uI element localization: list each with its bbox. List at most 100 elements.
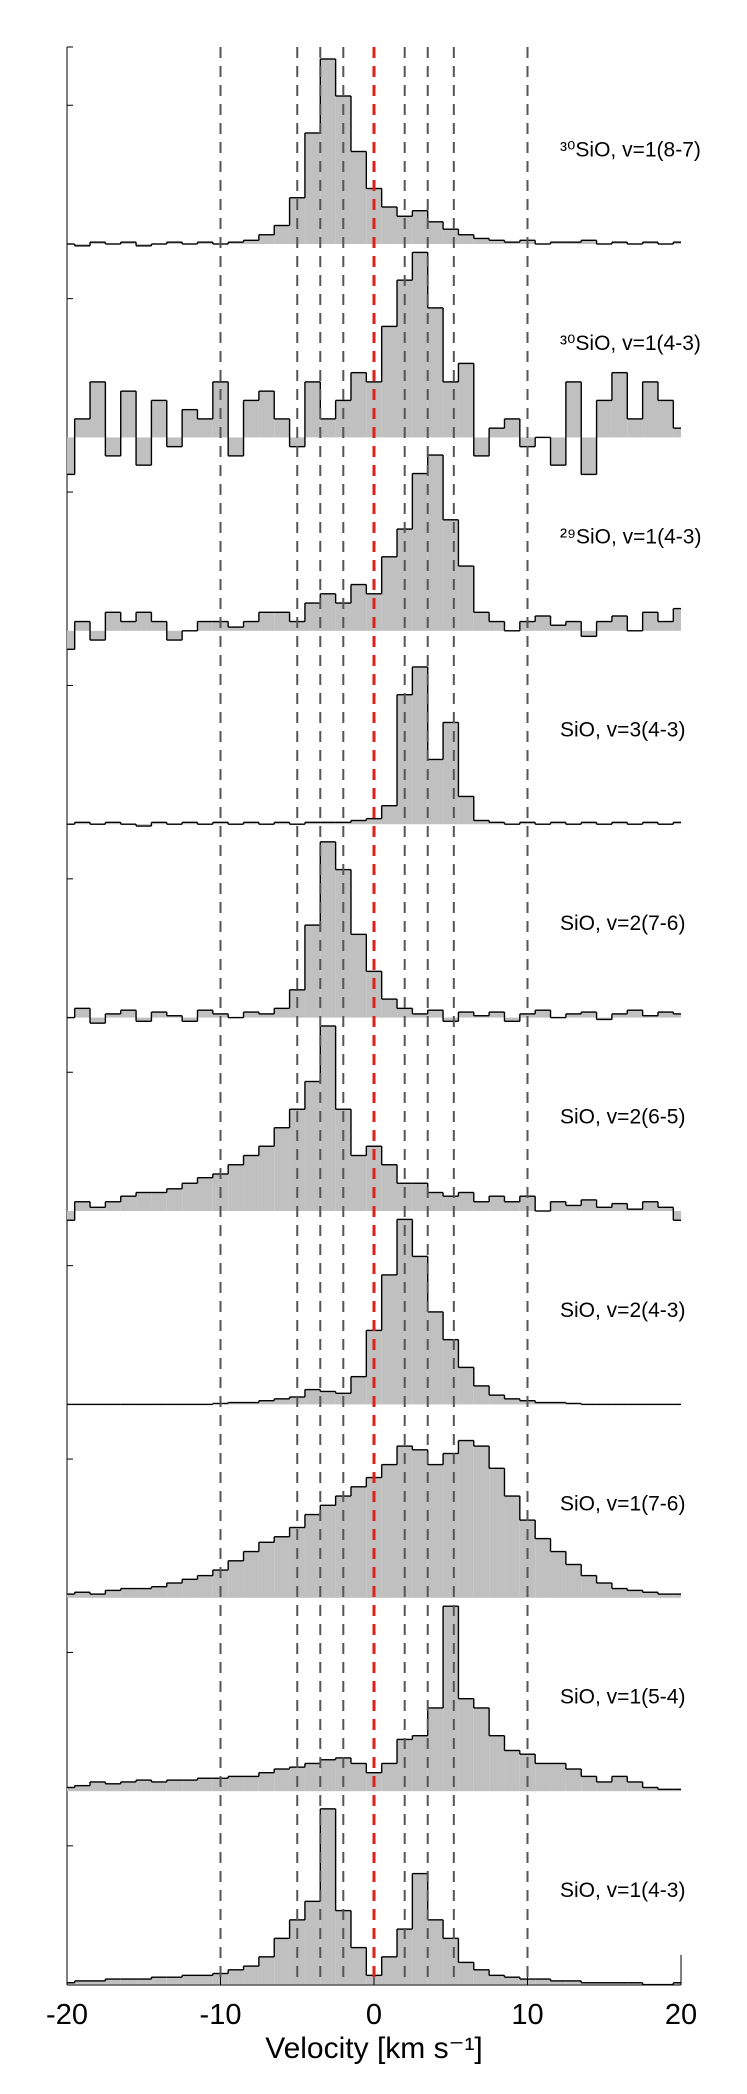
bin-fill [197, 242, 213, 244]
bin-fill [289, 1527, 305, 1598]
bin-fill [504, 1398, 520, 1405]
bin-fill [627, 418, 643, 438]
bin-fill [381, 1164, 398, 1211]
bin-fill [412, 1183, 428, 1211]
bin-fill [151, 1977, 167, 1985]
series-label: SiO, v=2(6-5) [560, 1106, 685, 1129]
bin-fill [581, 822, 597, 825]
bin-fill [412, 1873, 428, 1985]
bin-fill [412, 473, 428, 631]
bin-fill [443, 722, 459, 825]
bin-fill [473, 1385, 490, 1405]
bin-fill [412, 252, 428, 438]
bin-fill [274, 1127, 290, 1211]
bin-fill [397, 216, 413, 244]
bin-fill [151, 1192, 167, 1211]
bin-fill [443, 381, 459, 438]
bin-fill [504, 1977, 520, 1985]
bin-fill [673, 1982, 681, 1985]
bin-fill [627, 1209, 643, 1211]
bin-fill [228, 1164, 244, 1211]
bin-fill [550, 625, 566, 631]
bin-fill [381, 326, 398, 438]
bin-fill [274, 1938, 290, 1985]
bin-fill [458, 1012, 474, 1018]
bin-fill [473, 1446, 490, 1598]
bin-fill [243, 1966, 259, 1985]
bin-fill [67, 630, 75, 650]
bin-fill [74, 1201, 91, 1211]
series-label: ³⁰SiO, v=1(8-7) [560, 139, 701, 162]
bin-fill [304, 603, 321, 631]
bin-fill [90, 630, 106, 641]
bin-fill [581, 1575, 597, 1598]
bin-fill [74, 1592, 91, 1598]
bin-fill [504, 1017, 520, 1022]
bin-fill [427, 1464, 444, 1598]
bin-fill [258, 1400, 275, 1405]
bin-fill [74, 621, 91, 631]
bin-fill [197, 1575, 213, 1598]
bin-fill [381, 1763, 398, 1792]
bin-fill [228, 242, 244, 244]
bin-fill [611, 1776, 628, 1792]
bin-fill [596, 1017, 612, 1020]
bin-fill [136, 1017, 152, 1022]
series-label: SiO, v=3(4-3) [560, 719, 685, 742]
bin-fill [596, 400, 612, 438]
bin-fill [535, 1979, 551, 1985]
bin-fill [673, 1594, 681, 1598]
bin-fill [550, 1980, 566, 1985]
bin-fill [458, 1192, 474, 1211]
bin-fill [228, 1776, 244, 1792]
bin-fill [151, 400, 167, 438]
bin-fill [166, 242, 183, 244]
bin-fill [120, 1196, 137, 1211]
bin-fill [366, 818, 382, 825]
bin-fill [657, 1594, 674, 1598]
bin-fill [673, 822, 681, 825]
bin-fill [458, 566, 474, 631]
bin-fill [136, 1192, 152, 1211]
bin-fill [151, 1781, 167, 1792]
bin-fill [412, 1256, 428, 1405]
bin-fill [627, 1982, 643, 1985]
bin-fill [304, 925, 321, 1018]
bin-fill [565, 621, 582, 631]
bin-fill [550, 437, 566, 466]
bin-fill [67, 1594, 75, 1598]
bin-fill [550, 1201, 566, 1211]
bin-fill [320, 1505, 336, 1598]
bin-fill [243, 1776, 259, 1792]
bin-fill [67, 1787, 75, 1792]
bin-fill [581, 1776, 597, 1792]
bin-fill [489, 240, 505, 244]
bin-fill [136, 1588, 152, 1598]
bin-fill [274, 1008, 290, 1018]
bin-fill [489, 1196, 505, 1211]
bin-fill [611, 372, 628, 438]
bin-fill [105, 1590, 121, 1598]
x-tick-label: 0 [366, 1999, 382, 2031]
bin-fill [443, 1339, 459, 1405]
bin-fill [90, 1781, 106, 1792]
bin-fill [274, 612, 290, 631]
bin-fill [90, 242, 106, 244]
bin-fill [258, 391, 275, 438]
bin-fill [673, 242, 681, 244]
bin-fill [166, 1188, 183, 1211]
bin-fill [504, 1496, 520, 1598]
bin-fill [642, 242, 658, 244]
bin-fill [519, 1754, 536, 1792]
bin-fill [67, 437, 75, 475]
bin-fill [427, 759, 444, 825]
bin-fill [473, 238, 490, 244]
bin-fill [673, 608, 681, 631]
bin-fill [74, 822, 91, 825]
bin-fill [335, 603, 351, 631]
bin-fill [504, 242, 520, 244]
bin-fill [335, 1496, 351, 1598]
bin-fill [197, 1010, 213, 1018]
bin-fill [427, 1192, 444, 1211]
bin-fill [182, 1579, 198, 1598]
